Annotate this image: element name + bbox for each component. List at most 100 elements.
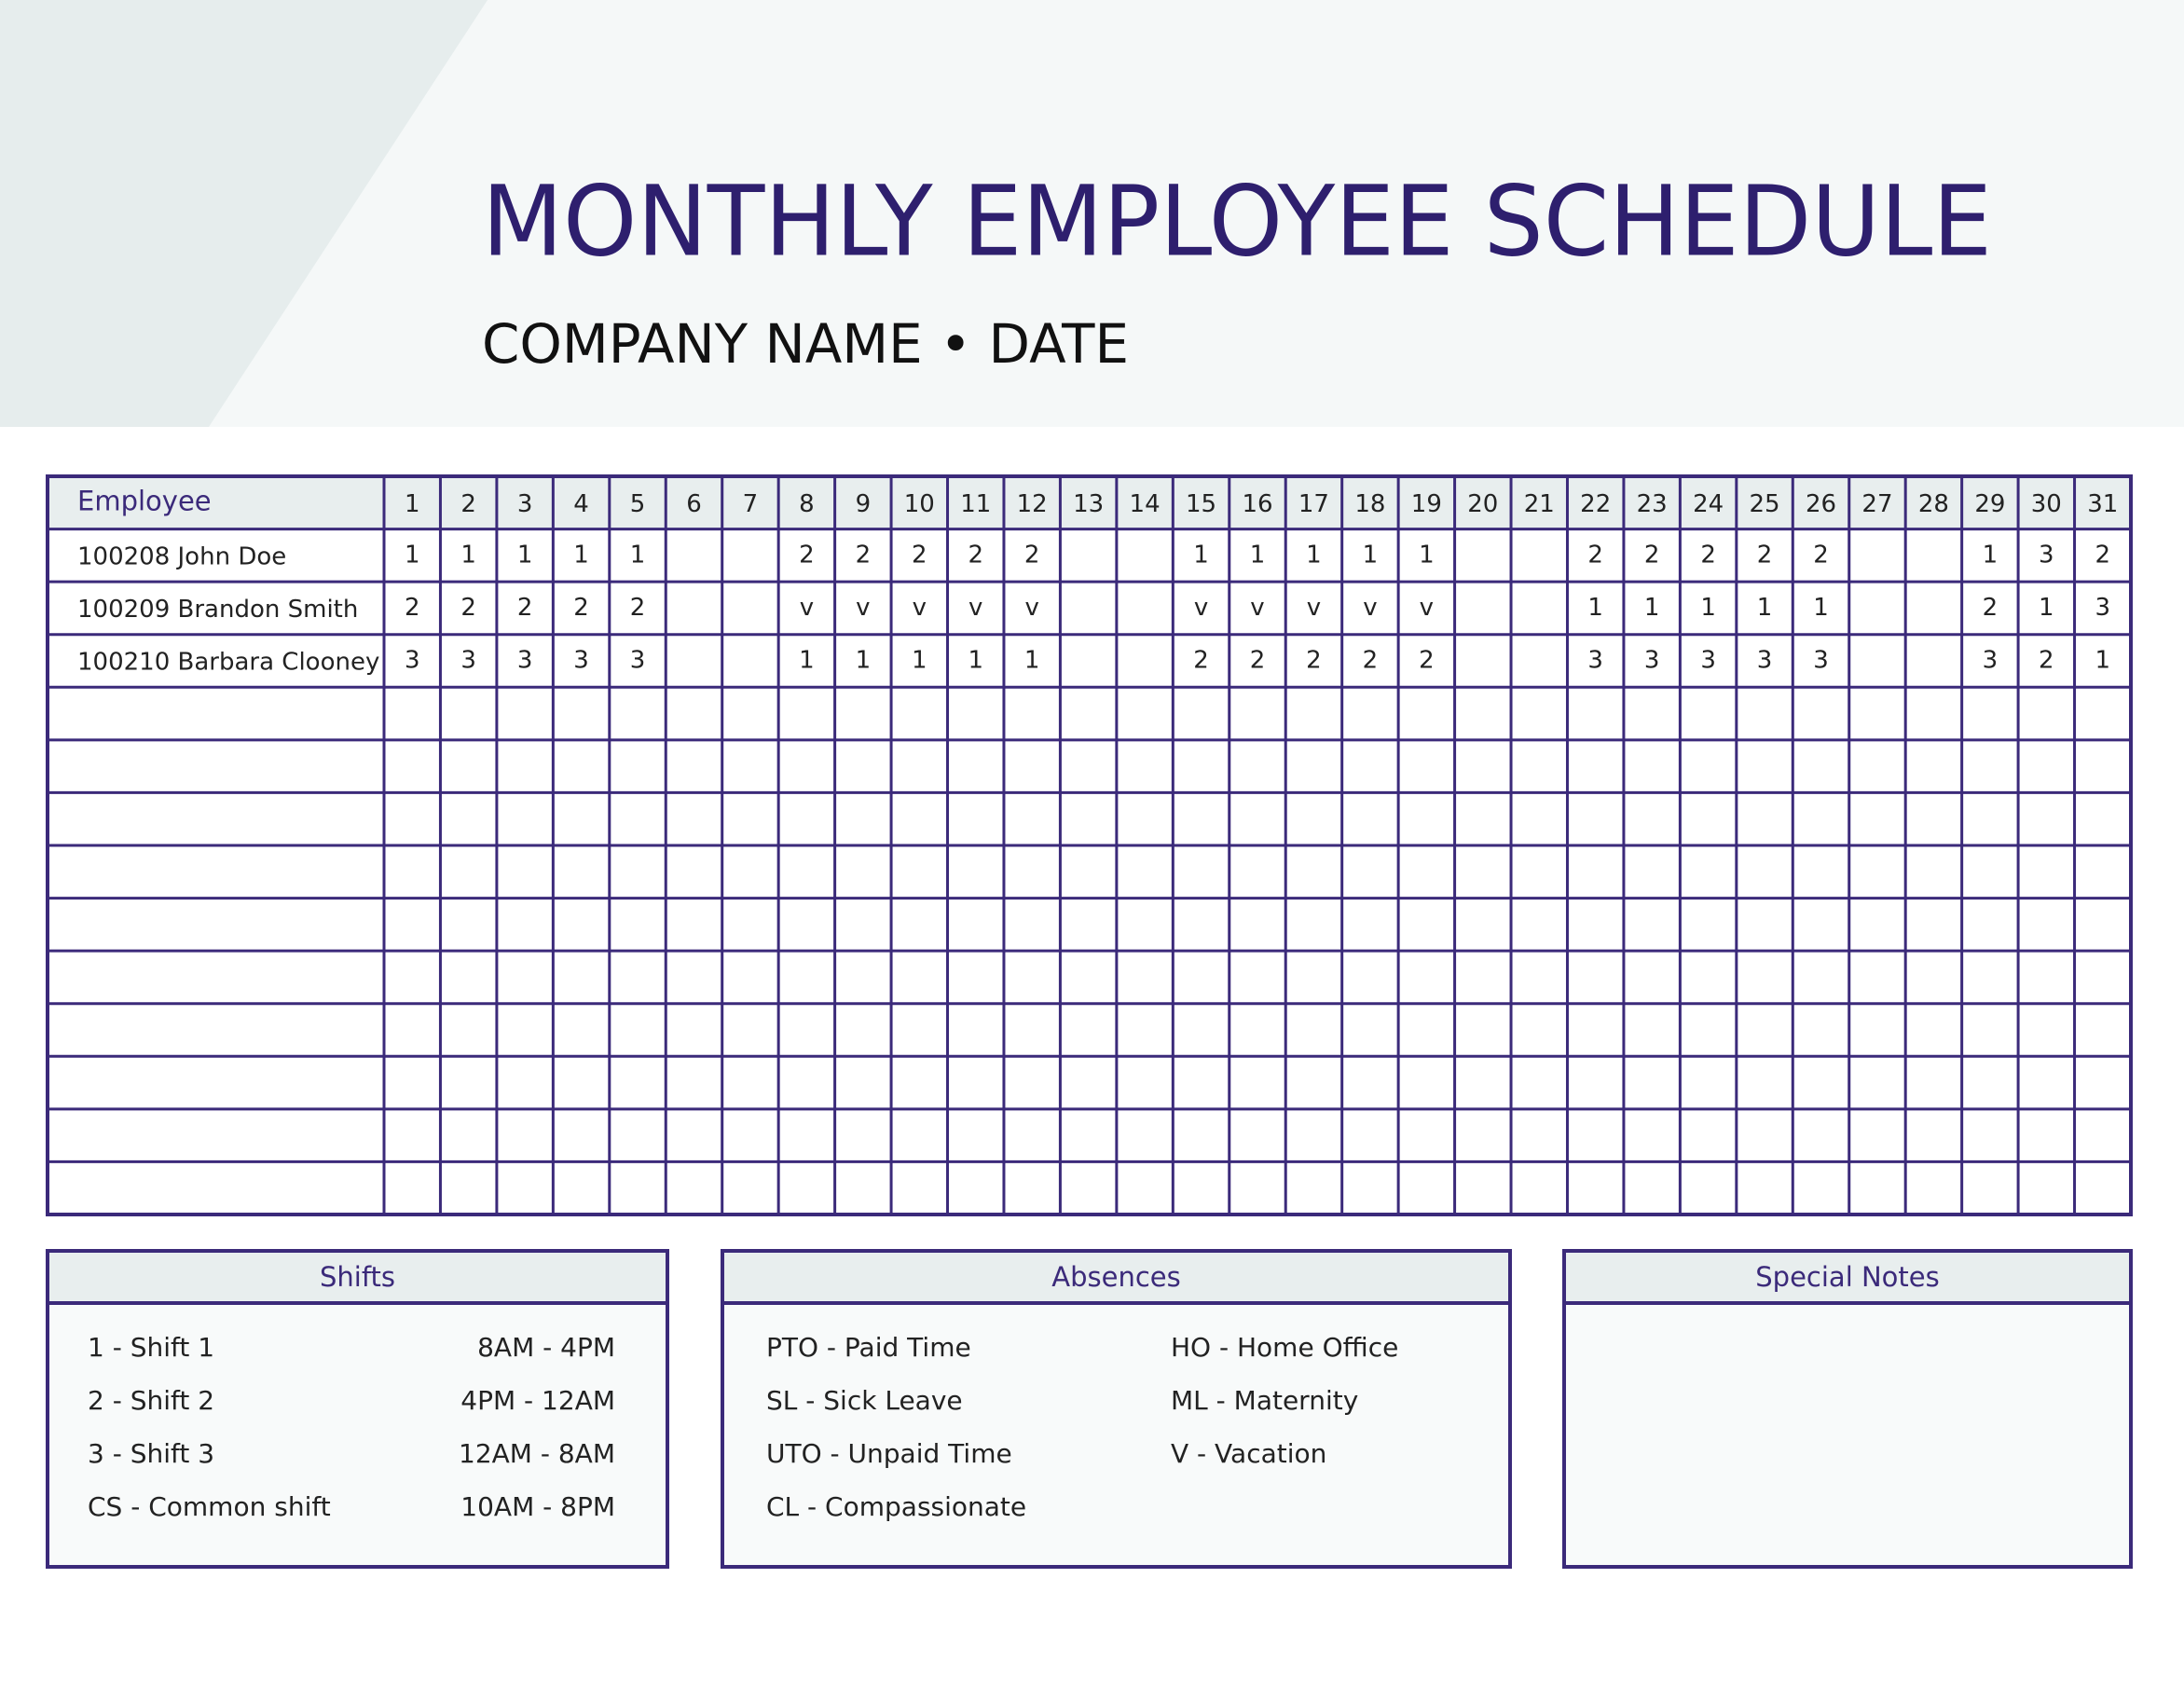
schedule-cell: v	[1420, 594, 1434, 622]
schedule-cell: 1	[912, 647, 927, 675]
schedule-cell: 2	[1306, 647, 1322, 675]
header-cell: 19	[1411, 490, 1442, 518]
shift-time: 4PM - 12AM	[460, 1385, 615, 1416]
employee-cell: 100209 Brandon Smith	[77, 596, 358, 624]
subtitle: COMPANY NAME • DATE	[482, 312, 1129, 376]
box-body-bg	[1564, 1303, 2131, 1567]
schedule-cell: 3	[1813, 647, 1829, 675]
header-cell: 20	[1467, 490, 1498, 518]
schedule-cell: 1	[1363, 541, 1379, 569]
absence-item: SL - Sick Leave	[766, 1385, 963, 1416]
schedule-cell: 2	[1419, 647, 1435, 675]
schedule-cell: v	[856, 594, 870, 622]
header-cell: 12	[1017, 490, 1048, 518]
absence-item: HO - Home Office	[1171, 1332, 1398, 1363]
schedule-cell: 1	[2039, 594, 2054, 622]
schedule-cell: 3	[1757, 647, 1773, 675]
schedule-cell: 1	[573, 541, 589, 569]
header-cell: Employee	[77, 485, 212, 516]
employee-cell: 100208 John Doe	[77, 542, 286, 570]
shift-code: 3 - Shift 3	[88, 1438, 214, 1469]
schedule-cell: 2	[968, 541, 983, 569]
header-cell: 25	[1750, 490, 1780, 518]
header-cell: 26	[1806, 490, 1836, 518]
header-cell: 6	[686, 490, 702, 518]
schedule-cell: 2	[1644, 541, 1660, 569]
schedule-cell: 1	[460, 541, 476, 569]
header-cell: 31	[2087, 490, 2118, 518]
header-cell: 4	[573, 490, 589, 518]
shift-code: 1 - Shift 1	[88, 1332, 214, 1363]
schedule-cell: 2	[912, 541, 927, 569]
schedule-cell: 2	[1024, 541, 1040, 569]
schedule-cell: 3	[1700, 647, 1716, 675]
box-header-bg	[1564, 1251, 2131, 1303]
schedule-cell: 1	[2095, 647, 2111, 675]
header-cell: 15	[1186, 490, 1216, 518]
header-cell: 16	[1242, 490, 1272, 518]
schedule-cell: v	[1024, 594, 1038, 622]
schedule-cell: 1	[799, 647, 815, 675]
schedule-cell: 3	[1644, 647, 1660, 675]
header-cell: 13	[1073, 490, 1104, 518]
box-border	[1562, 1249, 2133, 1569]
schedule-cell: 2	[2095, 541, 2111, 569]
schedule-cell: 2	[1193, 647, 1209, 675]
table-header-bg	[48, 476, 2131, 529]
header-cell: 23	[1637, 490, 1668, 518]
schedule-cell: 1	[1306, 541, 1322, 569]
schedule-cell: 1	[1644, 594, 1660, 622]
schedule-cell: 2	[573, 594, 589, 622]
header-cell: 24	[1693, 490, 1724, 518]
employee-cell: 100210 Barbara Clooney	[77, 649, 379, 677]
schedule-cell: 2	[460, 594, 476, 622]
schedule-cell: 3	[1983, 647, 1999, 675]
schedule-cell: 1	[1587, 594, 1603, 622]
schedule-cell: 2	[405, 594, 420, 622]
box-header-bg	[722, 1251, 1510, 1303]
schedule-cell: 3	[573, 647, 589, 675]
header-cell: 9	[856, 490, 872, 518]
schedule-cell: 3	[2039, 541, 2054, 569]
schedule-cell: 3	[517, 647, 533, 675]
schedule-cell: 2	[856, 541, 872, 569]
schedule-cell: 2	[1813, 541, 1829, 569]
shift-code: CS - Common shift	[88, 1491, 331, 1522]
absence-item: V - Vacation	[1171, 1438, 1326, 1469]
schedule-cell: v	[800, 594, 814, 622]
absence-item: PTO - Paid Time	[766, 1332, 971, 1363]
header-cell: 10	[904, 490, 935, 518]
schedule-cell: v	[968, 594, 982, 622]
header-cell: 30	[2031, 490, 2062, 518]
schedule-cell: 2	[1983, 594, 1999, 622]
schedule-cell: 1	[1983, 541, 1999, 569]
schedule-cell: 2	[1363, 647, 1379, 675]
schedule-cell: 3	[1587, 647, 1603, 675]
schedule-cell: 2	[2039, 647, 2054, 675]
schedule-cell: 1	[405, 541, 420, 569]
schedule-cell: 1	[856, 647, 872, 675]
schedule-cell: v	[1194, 594, 1208, 622]
schedule-cell: 2	[630, 594, 646, 622]
header-cell: 22	[1580, 490, 1611, 518]
schedule-cell: 1	[1757, 594, 1773, 622]
table-border	[46, 474, 2133, 1216]
schedule-cell: 1	[1813, 594, 1829, 622]
header-cell: 28	[1918, 490, 1949, 518]
header-cell: 5	[630, 490, 646, 518]
title: MONTHLY EMPLOYEE SCHEDULE	[482, 164, 1992, 278]
header-cell: 11	[960, 490, 991, 518]
schedule-cell: 3	[405, 647, 420, 675]
header-cell: 1	[405, 490, 420, 518]
schedule-cell: 1	[1024, 647, 1040, 675]
box-body-bg	[48, 1303, 667, 1567]
header-cell: 21	[1524, 490, 1555, 518]
schedule-cell: 1	[1250, 541, 1266, 569]
schedule-cell: 2	[517, 594, 533, 622]
header-cell: 3	[517, 490, 533, 518]
absence-item: CL - Compassionate	[766, 1491, 1026, 1522]
schedule-cell: 2	[1700, 541, 1716, 569]
schedule-cell: 2	[799, 541, 815, 569]
